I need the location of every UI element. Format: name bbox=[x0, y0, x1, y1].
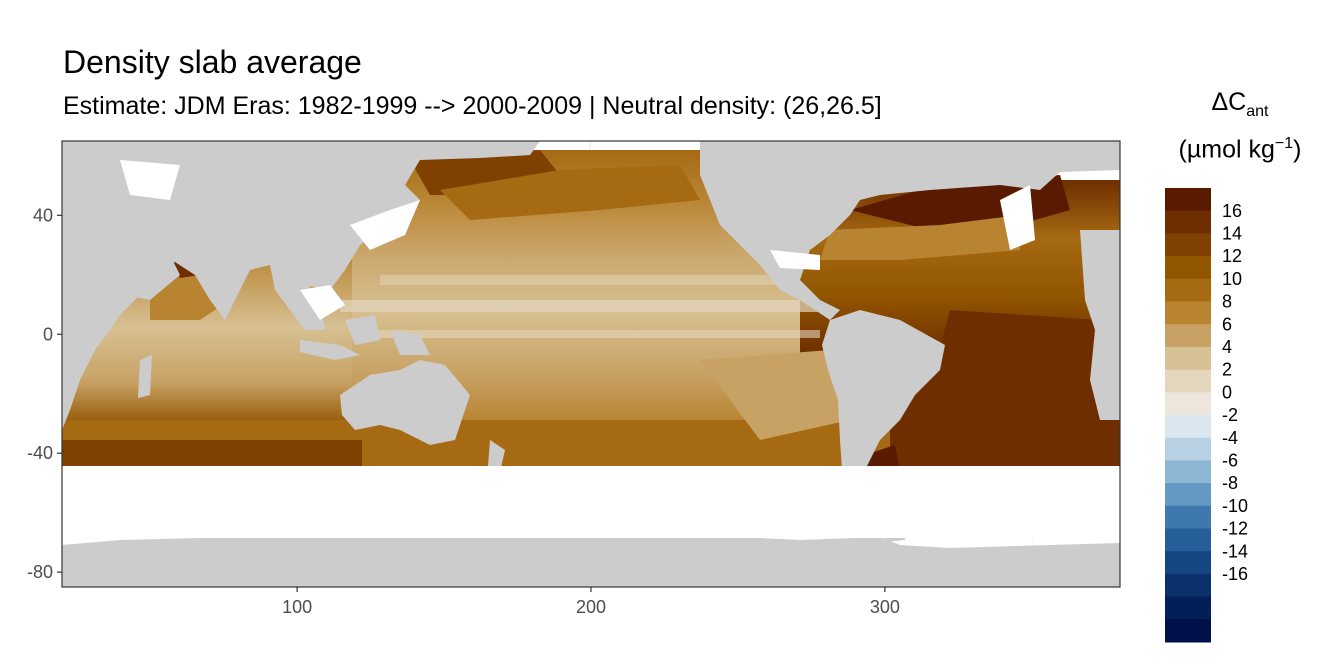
legend-unit: (µmol kg−1) bbox=[1178, 135, 1302, 164]
legend-break-label: 12 bbox=[1222, 246, 1242, 266]
legend-swatch bbox=[1165, 233, 1211, 257]
legend-symbol: ΔC bbox=[1211, 88, 1247, 116]
legend-break-label: 4 bbox=[1222, 337, 1232, 357]
legend-break-label: -16 bbox=[1222, 564, 1248, 584]
x-tick-label: 300 bbox=[870, 597, 900, 617]
no-data-mask bbox=[62, 160, 1120, 538]
legend-break-label: 2 bbox=[1222, 360, 1232, 380]
legend-swatch bbox=[1165, 369, 1211, 393]
legend-swatch bbox=[1165, 573, 1211, 598]
legend-break-label: 10 bbox=[1222, 269, 1242, 289]
legend-break-label: -6 bbox=[1222, 451, 1238, 471]
legend-swatch bbox=[1165, 256, 1211, 280]
legend-swatch bbox=[1165, 210, 1211, 234]
y-tick-label: 40 bbox=[33, 205, 53, 225]
legend-swatch bbox=[1165, 619, 1211, 643]
legend-swatch bbox=[1165, 301, 1211, 325]
legend-break-label: -8 bbox=[1222, 473, 1238, 493]
legend-swatch bbox=[1165, 483, 1211, 507]
legend-break-label: 16 bbox=[1222, 201, 1242, 221]
legend-break-label: 6 bbox=[1222, 314, 1232, 334]
page-subtitle: Estimate: JDM Eras: 1982-1999 --> 2000-2… bbox=[63, 92, 882, 120]
land bbox=[62, 141, 1120, 587]
legend-break-label: -10 bbox=[1222, 496, 1248, 516]
legend-swatch bbox=[1165, 505, 1211, 529]
legend-title: ΔCant (µmol kg−1) bbox=[1150, 88, 1330, 164]
y-axis: 40 0 -40 -80 bbox=[27, 205, 62, 582]
legend-swatch bbox=[1165, 437, 1211, 461]
legend-swatch bbox=[1165, 415, 1211, 439]
y-tick-label: -40 bbox=[27, 443, 53, 463]
x-tick-label: 100 bbox=[282, 597, 312, 617]
x-tick-label: 200 bbox=[576, 597, 606, 617]
legend-unit-sup: −1 bbox=[1274, 135, 1294, 153]
legend-swatch bbox=[1165, 188, 1211, 212]
legend-break-label: -14 bbox=[1222, 541, 1248, 561]
legend-break-label: 0 bbox=[1222, 382, 1232, 402]
legend-swatch bbox=[1165, 392, 1211, 416]
legend-swatch bbox=[1165, 460, 1211, 484]
legend-swatch bbox=[1165, 551, 1211, 575]
legend-swatch bbox=[1165, 324, 1211, 348]
legend-colorbar bbox=[1165, 188, 1211, 643]
x-axis: 100 200 300 bbox=[282, 587, 900, 617]
legend-break-label: 14 bbox=[1222, 224, 1242, 244]
y-tick-label: 0 bbox=[43, 324, 53, 344]
page-title: Density slab average bbox=[63, 44, 362, 80]
legend-swatch bbox=[1165, 346, 1211, 371]
legend-break-label: 8 bbox=[1222, 292, 1232, 312]
legend-break-label: -2 bbox=[1222, 405, 1238, 425]
legend-swatch bbox=[1165, 278, 1211, 302]
legend-swatch bbox=[1165, 596, 1211, 620]
legend-break-label: -4 bbox=[1222, 428, 1238, 448]
legend-swatch bbox=[1165, 528, 1211, 552]
legend-break-label: -12 bbox=[1222, 519, 1248, 539]
y-tick-label: -80 bbox=[27, 562, 53, 582]
legend-symbol-sub: ant bbox=[1246, 103, 1269, 120]
